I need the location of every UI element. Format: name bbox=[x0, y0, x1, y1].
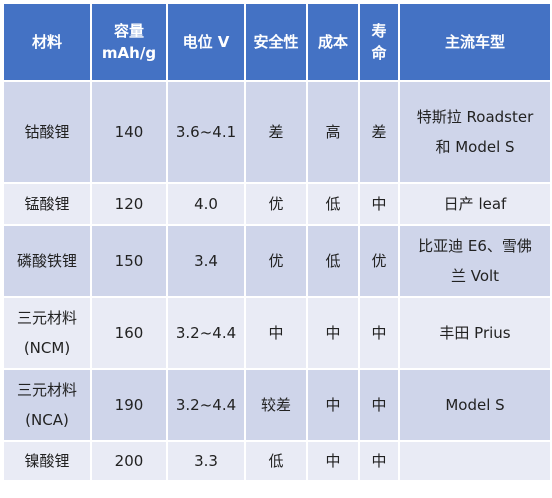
cell-cost: 低 bbox=[308, 226, 358, 296]
header-cost: 成本 bbox=[308, 4, 358, 80]
cell-capacity: 200 bbox=[92, 442, 166, 480]
cell-potential: 3.3 bbox=[168, 442, 244, 480]
cell-models bbox=[400, 442, 550, 480]
cell-models: 丰田 Prius bbox=[400, 298, 550, 368]
cell-safety: 优 bbox=[246, 184, 306, 224]
cell-material: 锰酸锂 bbox=[4, 184, 90, 224]
cell-cost: 中 bbox=[308, 370, 358, 440]
header-lifespan: 寿命 bbox=[360, 4, 398, 80]
table-row: 钴酸锂 140 3.6~4.1 差 高 差 特斯拉 Roadster和 Mode… bbox=[4, 82, 550, 182]
table-row: 镍酸锂 200 3.3 低 中 中 bbox=[4, 442, 550, 480]
table-row: 磷酸铁锂 150 3.4 优 低 优 比亚迪 E6、雪佛兰 Volt bbox=[4, 226, 550, 296]
header-models: 主流车型 bbox=[400, 4, 550, 80]
cell-lifespan: 中 bbox=[360, 298, 398, 368]
cell-potential: 3.2~4.4 bbox=[168, 370, 244, 440]
header-material: 材料 bbox=[4, 4, 90, 80]
cell-lifespan: 差 bbox=[360, 82, 398, 182]
cell-potential: 3.6~4.1 bbox=[168, 82, 244, 182]
cell-cost: 中 bbox=[308, 298, 358, 368]
cell-safety: 较差 bbox=[246, 370, 306, 440]
header-capacity-label: 容量 mAh/g bbox=[101, 22, 157, 62]
cell-potential: 3.2~4.4 bbox=[168, 298, 244, 368]
header-row: 材料 容量 mAh/g 电位 V 安全性 成本 寿命 主流车型 bbox=[4, 4, 550, 80]
cell-models-text: 比亚迪 E6、雪佛兰 Volt bbox=[418, 237, 532, 285]
cell-capacity: 120 bbox=[92, 184, 166, 224]
header-lifespan-label: 寿命 bbox=[371, 22, 387, 62]
cell-capacity: 150 bbox=[92, 226, 166, 296]
cell-capacity: 160 bbox=[92, 298, 166, 368]
cell-material: 镍酸锂 bbox=[4, 442, 90, 480]
cell-lifespan: 中 bbox=[360, 370, 398, 440]
cell-material: 磷酸铁锂 bbox=[4, 226, 90, 296]
header-safety: 安全性 bbox=[246, 4, 306, 80]
cell-cost: 高 bbox=[308, 82, 358, 182]
cell-models-text: 特斯拉 Roadster和 Model S bbox=[416, 108, 534, 156]
cell-lifespan: 优 bbox=[360, 226, 398, 296]
header-potential: 电位 V bbox=[168, 4, 244, 80]
cell-safety: 中 bbox=[246, 298, 306, 368]
cell-cost: 中 bbox=[308, 442, 358, 480]
table-row: 三元材料 (NCM) 160 3.2~4.4 中 中 中 丰田 Prius bbox=[4, 298, 550, 368]
table-row: 锰酸锂 120 4.0 优 低 中 日产 leaf bbox=[4, 184, 550, 224]
cell-lifespan: 中 bbox=[360, 442, 398, 480]
cell-models: 特斯拉 Roadster和 Model S bbox=[400, 82, 550, 182]
cell-material-text: 三元材料 (NCM) bbox=[16, 309, 77, 357]
cell-safety: 低 bbox=[246, 442, 306, 480]
cell-safety: 差 bbox=[246, 82, 306, 182]
cell-capacity: 190 bbox=[92, 370, 166, 440]
table-row: 三元材料 (NCA) 190 3.2~4.4 较差 中 中 Model S bbox=[4, 370, 550, 440]
cell-models: 日产 leaf bbox=[400, 184, 550, 224]
cell-cost: 低 bbox=[308, 184, 358, 224]
cell-potential: 3.4 bbox=[168, 226, 244, 296]
cell-material: 三元材料 (NCM) bbox=[4, 298, 90, 368]
header-capacity: 容量 mAh/g bbox=[92, 4, 166, 80]
cell-material: 钴酸锂 bbox=[4, 82, 90, 182]
cell-lifespan: 中 bbox=[360, 184, 398, 224]
cell-safety: 优 bbox=[246, 226, 306, 296]
cell-models: Model S bbox=[400, 370, 550, 440]
battery-materials-table: 材料 容量 mAh/g 电位 V 安全性 成本 寿命 主流车型 钴酸锂 140 … bbox=[2, 2, 552, 482]
cell-capacity: 140 bbox=[92, 82, 166, 182]
cell-models: 比亚迪 E6、雪佛兰 Volt bbox=[400, 226, 550, 296]
cell-material: 三元材料 (NCA) bbox=[4, 370, 90, 440]
cell-material-text: 三元材料 (NCA) bbox=[16, 381, 77, 429]
cell-potential: 4.0 bbox=[168, 184, 244, 224]
